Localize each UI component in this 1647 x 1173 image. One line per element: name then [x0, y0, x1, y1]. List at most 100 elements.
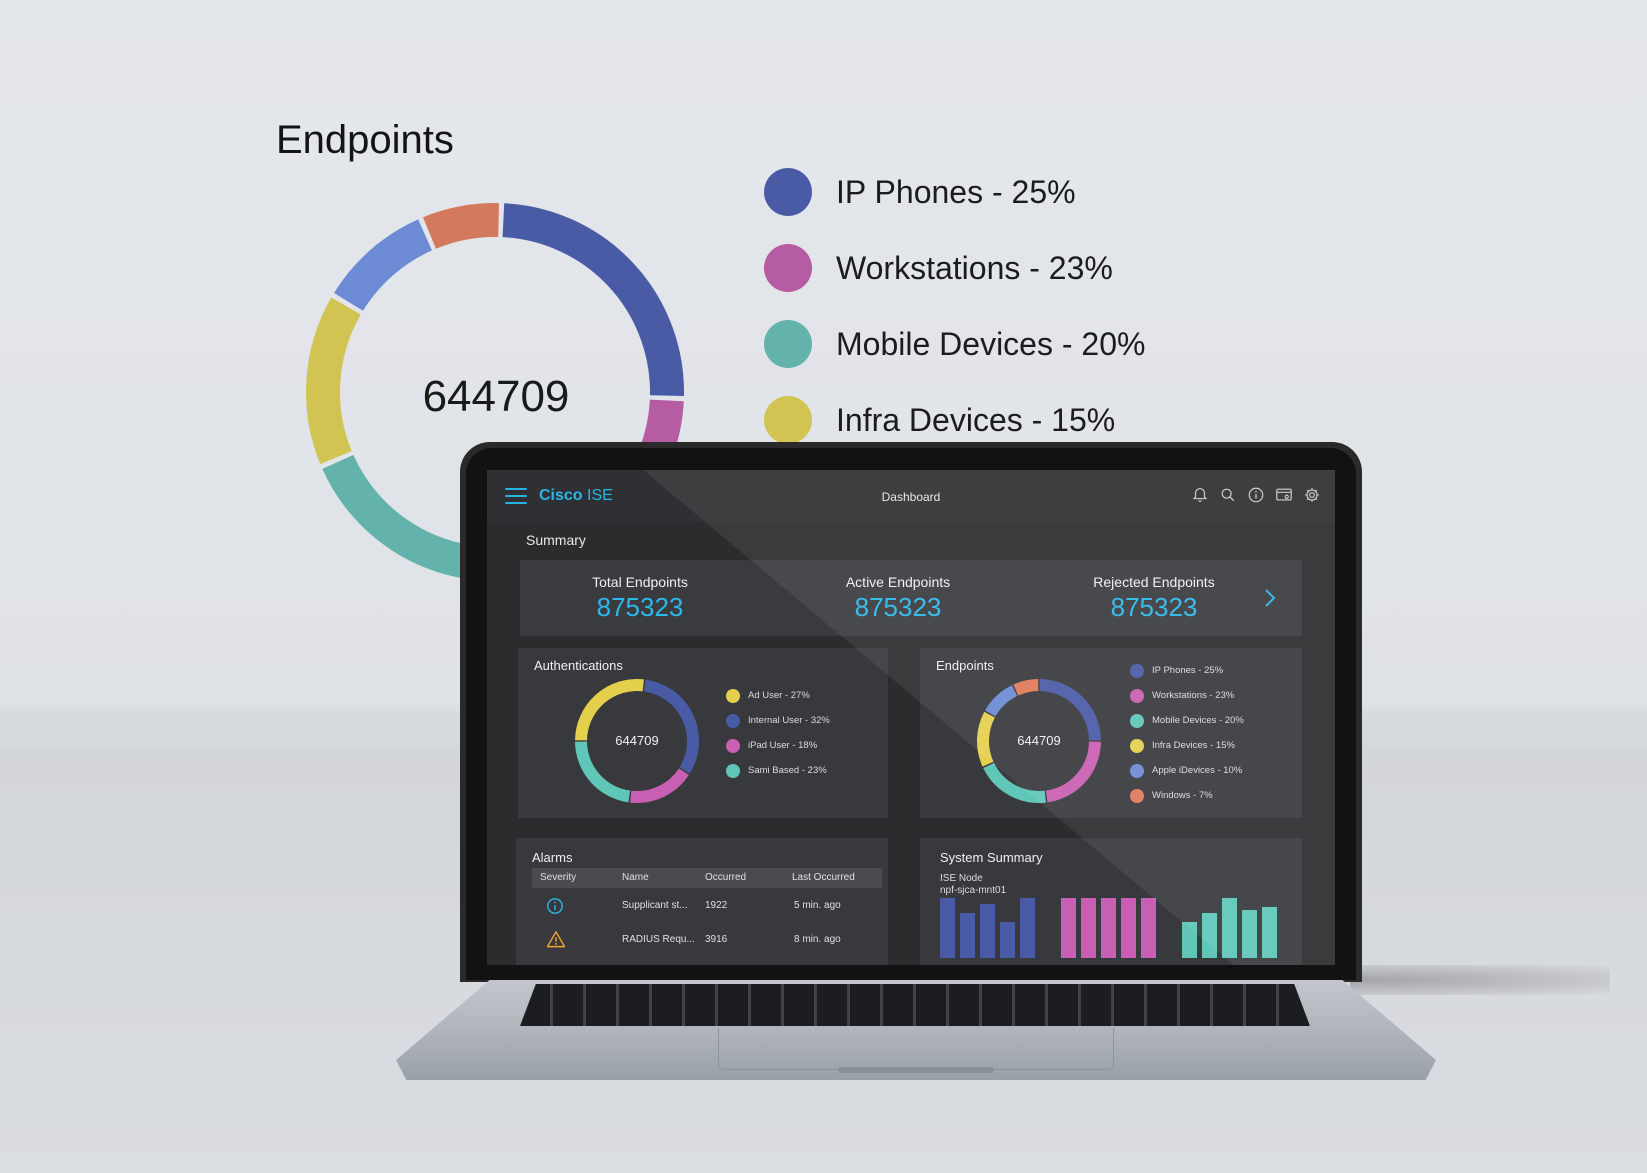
legend-label: Workstations - 23%: [1152, 690, 1235, 701]
donut-slice-ip-phones: [502, 203, 684, 396]
bar-series-0-2: [980, 904, 995, 958]
auth-total: 644709: [615, 733, 659, 748]
kpi-rejected-endpoints[interactable]: Rejected Endpoints 875323: [1064, 574, 1244, 623]
bell-icon[interactable]: [1191, 486, 1209, 504]
info-icon[interactable]: [1247, 486, 1265, 504]
legend-label: Infra Devices - 15%: [1152, 740, 1235, 751]
alarm-last-occurred: 8 min. ago: [794, 934, 841, 945]
legend-item: Windows - 7%: [1130, 783, 1244, 808]
legend-swatch: [726, 763, 740, 778]
kpi-label: Rejected Endpoints: [1093, 574, 1215, 590]
gear-icon[interactable]: [1303, 486, 1321, 504]
bar-series-1-1: [1081, 898, 1096, 958]
ise-node-label: ISE Node: [940, 873, 983, 884]
kpi-value: 875323: [1110, 592, 1198, 622]
bar-series-2-0: [1182, 922, 1197, 958]
donut-slice-apple-idevices: [334, 219, 433, 312]
donut-slice-ad-user: [575, 679, 644, 741]
bar-series-1-3: [1121, 898, 1136, 958]
info-icon: [547, 898, 563, 914]
warning-icon: [546, 931, 566, 948]
card-title: System Summary: [940, 850, 1043, 865]
brand-logo[interactable]: Cisco ISE: [539, 487, 613, 505]
donut-slice-internal-user: [643, 679, 699, 774]
hero-title: Endpoints: [276, 118, 454, 162]
table-row[interactable]: RADIUS Requ... 3916 8 min. ago: [532, 924, 882, 956]
donut-slice-mobile-devices: [983, 762, 1046, 803]
menu-icon[interactable]: [505, 488, 527, 504]
column-header[interactable]: Occurred: [705, 872, 747, 883]
endpoints-total: 644709: [1017, 733, 1061, 748]
kpi-label: Active Endpoints: [845, 574, 951, 590]
laptop-trackpad: [718, 1028, 1114, 1070]
laptop-screen: Cisco ISE Dashboard Summary Total Endpoi…: [487, 470, 1335, 965]
kpi-label: Total Endpoints: [592, 574, 688, 590]
legend-swatch: [1130, 763, 1144, 778]
alarms-table-header: Severity Name Occurred Last Occurred: [532, 868, 882, 888]
legend-swatch: [1130, 713, 1144, 728]
column-header[interactable]: Severity: [540, 872, 577, 883]
kpi-total-endpoints[interactable]: Total Endpoints 875323: [550, 574, 730, 623]
legend-item: Mobile Devices - 20%: [1130, 708, 1244, 733]
hero-legend-item: Mobile Devices - 20%: [764, 306, 1145, 382]
top-bar: Cisco ISE: [487, 470, 1335, 522]
card-title: Endpoints: [936, 658, 994, 673]
system-summary-card: System Summary ISE Node npf-sjca-mnt01: [920, 838, 1302, 965]
legend-swatch: [1130, 738, 1144, 753]
legend-item: Sami Based - 23%: [726, 758, 830, 783]
search-icon[interactable]: [1219, 486, 1237, 504]
column-header[interactable]: Name: [622, 872, 649, 883]
auth-legend: Ad User - 27% Internal User - 32% iPad U…: [726, 683, 830, 783]
kpi-value: 875323: [854, 592, 942, 622]
donut-slice-sami-based: [575, 741, 631, 803]
alarms-card: Alarms Severity Name Occurred Last Occur…: [516, 838, 888, 965]
legend-item: Infra Devices - 15%: [1130, 733, 1244, 758]
hero-legend-item: Infra Devices - 15%: [764, 382, 1145, 458]
legend-label: Internal User - 32%: [748, 715, 830, 726]
alarm-name: Supplicant st...: [622, 900, 688, 911]
legend-swatch: [764, 244, 812, 292]
hero-legend-item: IP Phones - 25%: [764, 154, 1145, 230]
legend-swatch: [726, 738, 740, 753]
legend-item: Workstations - 23%: [1130, 683, 1244, 708]
legend-swatch: [726, 688, 740, 703]
alarm-name: RADIUS Requ...: [622, 934, 695, 945]
endpoints-card: Endpoints 644709 IP Phones - 25% Worksta…: [920, 648, 1302, 818]
legend-item: Internal User - 32%: [726, 708, 830, 733]
summary-title: Summary: [526, 532, 586, 548]
bar-series-0-0: [940, 898, 955, 958]
alarm-last-occurred: 5 min. ago: [794, 900, 841, 911]
table-row[interactable]: Supplicant st... 1922 5 min. ago: [532, 890, 882, 922]
bar-series-2-4: [1262, 907, 1277, 958]
ise-node-info: ISE Node npf-sjca-mnt01: [940, 873, 1006, 897]
donut-slice-apple-idevices: [985, 685, 1018, 717]
card-title: Alarms: [532, 850, 573, 865]
authentications-donut-chart: [575, 679, 699, 803]
endpoints-legend: IP Phones - 25% Workstations - 23% Mobil…: [1130, 658, 1244, 808]
chevron-right-icon[interactable]: [1260, 586, 1280, 610]
bar-series-2-2: [1222, 898, 1237, 958]
hero-legend-item: Workstations - 23%: [764, 230, 1145, 306]
donut-slice-infra-devices: [977, 711, 995, 767]
legend-label: Mobile Devices - 20%: [836, 325, 1146, 362]
legend-swatch: [1130, 688, 1144, 703]
donut-slice-workstations: [1045, 741, 1101, 803]
column-header[interactable]: Last Occurred: [792, 872, 855, 883]
ise-node-name: npf-sjca-mnt01: [940, 885, 1007, 896]
legend-label: Windows - 7%: [1152, 790, 1213, 801]
kpi-active-endpoints[interactable]: Active Endpoints 875323: [808, 574, 988, 623]
legend-swatch: [726, 713, 740, 728]
laptop-keyboard: [520, 984, 1310, 1026]
hero-legend: IP Phones - 25% Workstations - 23% Mobil…: [764, 154, 1145, 458]
bar-series-2-1: [1202, 913, 1217, 958]
alarm-occurred: 1922: [705, 900, 728, 911]
kpi-value: 875323: [596, 592, 684, 622]
authentications-card: Authentications 644709 Ad User - 27% Int…: [518, 648, 888, 818]
monitor-icon[interactable]: [1275, 486, 1293, 504]
legend-label: Ad User - 27%: [748, 690, 810, 701]
legend-swatch: [764, 320, 812, 368]
laptop-shadow: [1350, 965, 1610, 995]
legend-label: Infra Devices - 15%: [836, 401, 1116, 438]
laptop-notch: [838, 1067, 994, 1073]
top-icons: [1191, 486, 1321, 504]
